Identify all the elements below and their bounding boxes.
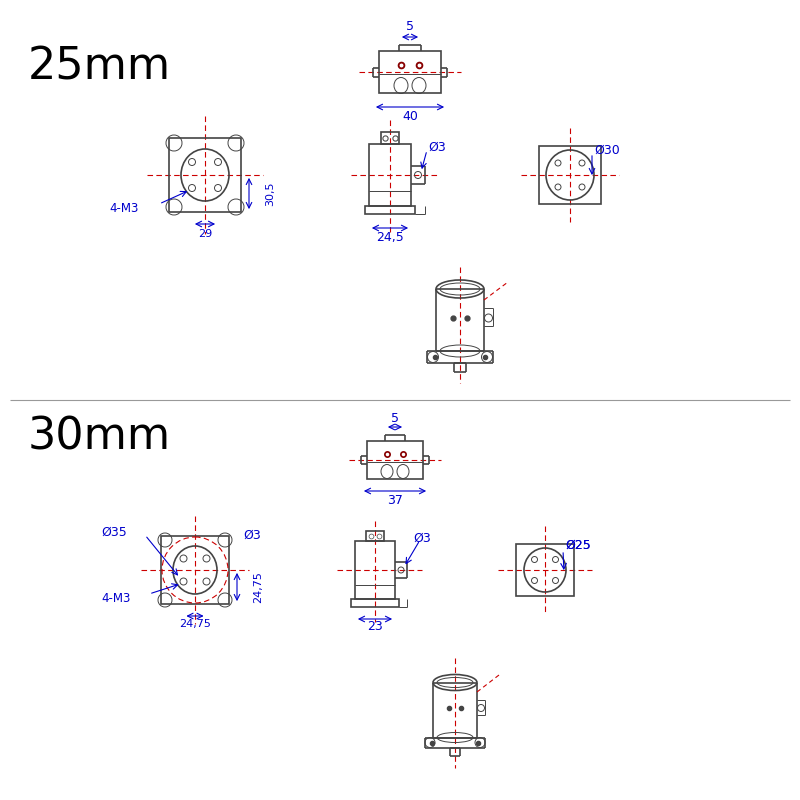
Text: 40: 40 xyxy=(402,110,418,123)
Bar xyxy=(365,206,415,214)
Text: 24,5: 24,5 xyxy=(376,230,404,243)
Bar xyxy=(355,541,395,599)
Text: Ø25: Ø25 xyxy=(565,538,590,551)
Bar xyxy=(516,544,574,596)
Bar xyxy=(366,531,384,541)
Bar xyxy=(169,138,241,212)
Text: Ø3: Ø3 xyxy=(243,529,261,542)
Text: Ø3: Ø3 xyxy=(413,531,430,545)
Text: 29: 29 xyxy=(198,229,212,239)
Text: Ø35: Ø35 xyxy=(102,526,127,538)
Text: 30mm: 30mm xyxy=(28,415,171,458)
Text: Ø25: Ø25 xyxy=(565,538,590,551)
Text: 24,75: 24,75 xyxy=(253,571,263,603)
Text: 37: 37 xyxy=(387,494,403,506)
Bar xyxy=(161,536,229,604)
Text: 4-M3: 4-M3 xyxy=(110,202,139,215)
Text: Ø3: Ø3 xyxy=(428,141,446,154)
Bar xyxy=(369,144,411,206)
Text: 4-M3: 4-M3 xyxy=(102,593,131,606)
Text: 25mm: 25mm xyxy=(28,45,171,88)
Bar xyxy=(539,146,601,204)
Text: 24,75: 24,75 xyxy=(179,619,211,629)
Bar xyxy=(379,51,441,93)
Text: 30,5: 30,5 xyxy=(265,182,275,206)
Bar xyxy=(381,132,399,144)
Bar xyxy=(367,441,423,479)
Text: Ø30: Ø30 xyxy=(594,143,620,157)
Text: 5: 5 xyxy=(406,21,414,34)
Text: 23: 23 xyxy=(367,621,383,634)
Text: 5: 5 xyxy=(391,411,399,425)
Bar xyxy=(351,599,399,607)
